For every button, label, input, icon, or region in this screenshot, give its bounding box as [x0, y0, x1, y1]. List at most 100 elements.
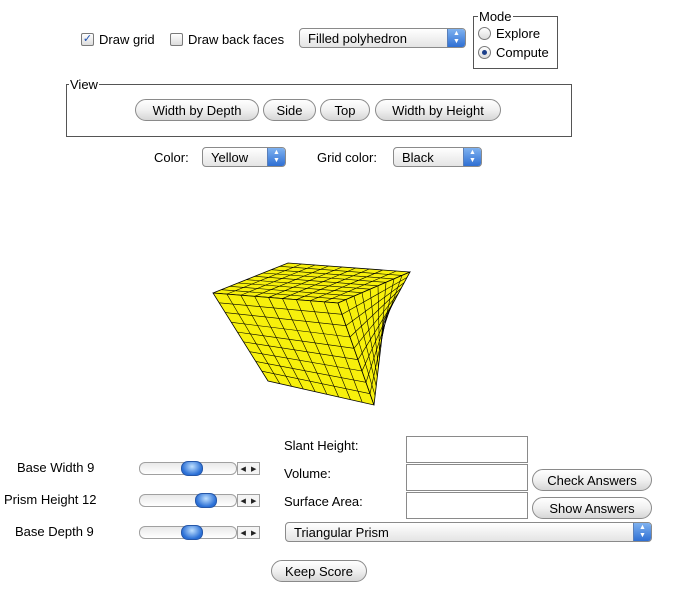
- grid-line: [262, 272, 387, 283]
- show-answers-button[interactable]: Show Answers: [532, 497, 652, 519]
- grid-line: [254, 296, 304, 390]
- side-view-button[interactable]: Side: [263, 99, 316, 121]
- color-value: Yellow: [211, 149, 249, 165]
- grid-line: [296, 299, 339, 398]
- prism-height-slider[interactable]: ◀ ▶: [139, 491, 260, 509]
- grid-line: [377, 285, 380, 358]
- chevron-updown-icon: ▲ ▼: [463, 148, 481, 166]
- slider-thumb[interactable]: [181, 525, 203, 540]
- draw-grid-checkbox[interactable]: ✓ Draw grid: [81, 32, 155, 47]
- grid-line: [261, 370, 371, 394]
- stepper-arrows-icon[interactable]: ◀ ▶: [237, 526, 260, 539]
- base-depth-slider[interactable]: ◀ ▶: [139, 523, 260, 541]
- grid-line: [268, 266, 343, 298]
- grid-line: [310, 269, 384, 302]
- draw-grid-check-icon[interactable]: ✓: [81, 33, 94, 46]
- color-label: Color:: [154, 150, 189, 165]
- width-by-depth-button[interactable]: Width by Depth: [135, 99, 259, 121]
- chevron-updown-icon: ▲ ▼: [633, 523, 651, 541]
- mode-compute-radio[interactable]: Compute: [478, 43, 553, 62]
- grid-line: [345, 299, 376, 396]
- chevron-updown-icon: ▲ ▼: [447, 29, 465, 47]
- grid-line: [237, 331, 355, 349]
- mode-group: Mode Explore Compute: [473, 9, 558, 69]
- slider-track[interactable]: [139, 494, 237, 507]
- grid-line: [226, 263, 302, 295]
- surface-area-input[interactable]: [406, 492, 528, 519]
- volume-label: Volume:: [284, 466, 331, 481]
- grid-line: [271, 269, 395, 280]
- slider-thumb[interactable]: [195, 493, 217, 508]
- grid-line: [246, 279, 371, 290]
- grid-line: [349, 287, 402, 338]
- grid-line: [254, 265, 329, 297]
- check-answers-button[interactable]: Check Answers: [532, 469, 652, 491]
- grid-line: [279, 266, 403, 276]
- draw-back-faces-checkbox[interactable]: Draw back faces: [170, 32, 284, 47]
- grid-line: [361, 292, 378, 377]
- grid-line: [243, 341, 359, 360]
- grid-line: [219, 302, 343, 315]
- volume-input[interactable]: [406, 464, 528, 491]
- grid-line: [365, 309, 391, 383]
- render-mode-value: Filled polyhedron: [308, 30, 408, 46]
- grid-line: [255, 361, 367, 383]
- draw-back-faces-box[interactable]: [170, 33, 183, 46]
- top-view-button[interactable]: Top: [320, 99, 370, 121]
- grid-line: [237, 282, 363, 293]
- grid-line: [249, 351, 363, 372]
- grid-line: [229, 286, 355, 297]
- render-mode-select[interactable]: Filled polyhedron ▲ ▼: [299, 28, 466, 48]
- stepper-arrows-icon[interactable]: ◀ ▶: [237, 462, 260, 475]
- shape-select[interactable]: Triangular Prism ▲ ▼: [285, 522, 652, 542]
- grid-line: [341, 277, 408, 315]
- view-group: View: [66, 77, 572, 137]
- grid-color-label: Grid color:: [317, 150, 377, 165]
- polyhedron-model[interactable]: [212, 262, 411, 406]
- grid-line: [226, 293, 281, 384]
- mode-explore-label: Explore: [496, 26, 541, 41]
- draw-grid-label: Draw grid: [99, 32, 155, 47]
- mode-compute-label: Compute: [496, 45, 549, 60]
- grid-color-value: Black: [402, 149, 434, 165]
- base-depth-label: Base Depth 9: [15, 524, 94, 539]
- grid-line: [353, 296, 377, 387]
- grid-line: [357, 298, 396, 360]
- grid-line: [240, 264, 316, 296]
- grid-color-select[interactable]: Black ▲ ▼: [393, 147, 482, 167]
- radio-selected-icon[interactable]: [478, 46, 491, 59]
- width-by-height-button[interactable]: Width by Height: [375, 99, 501, 121]
- grid-line: [240, 295, 292, 387]
- keep-score-button[interactable]: Keep Score: [271, 560, 367, 582]
- base-width-label: Base Width 9: [17, 460, 95, 475]
- surface-area-label: Surface Area:: [284, 494, 363, 509]
- base-width-slider[interactable]: ◀ ▶: [139, 459, 260, 477]
- slider-thumb[interactable]: [181, 461, 203, 476]
- grid-line: [221, 289, 347, 300]
- grid-line: [231, 322, 351, 338]
- slant-height-label: Slant Height:: [284, 438, 359, 453]
- grid-line: [353, 293, 399, 349]
- grid-line: [361, 303, 393, 372]
- grid-line: [254, 276, 379, 287]
- grid-line: [225, 312, 347, 326]
- draw-back-faces-label: Draw back faces: [188, 32, 285, 47]
- grid-line: [282, 267, 356, 299]
- grid-line: [323, 270, 397, 303]
- grid-line: [268, 297, 316, 392]
- radio-icon[interactable]: [478, 27, 491, 40]
- slant-height-input[interactable]: [406, 436, 528, 463]
- grid-line: [369, 314, 388, 394]
- color-select[interactable]: Yellow ▲ ▼: [202, 147, 286, 167]
- shape-value: Triangular Prism: [294, 524, 389, 540]
- grid-line: [309, 300, 351, 400]
- prism-height-label: Prism Height 12: [4, 492, 97, 507]
- mode-explore-radio[interactable]: Explore: [478, 24, 553, 43]
- stepper-arrows-icon[interactable]: ◀ ▶: [237, 494, 260, 507]
- grid-line: [345, 282, 405, 326]
- grid-line: [380, 282, 387, 349]
- grid-line: [323, 301, 363, 403]
- grid-line: [369, 289, 379, 368]
- grid-line: [282, 298, 328, 395]
